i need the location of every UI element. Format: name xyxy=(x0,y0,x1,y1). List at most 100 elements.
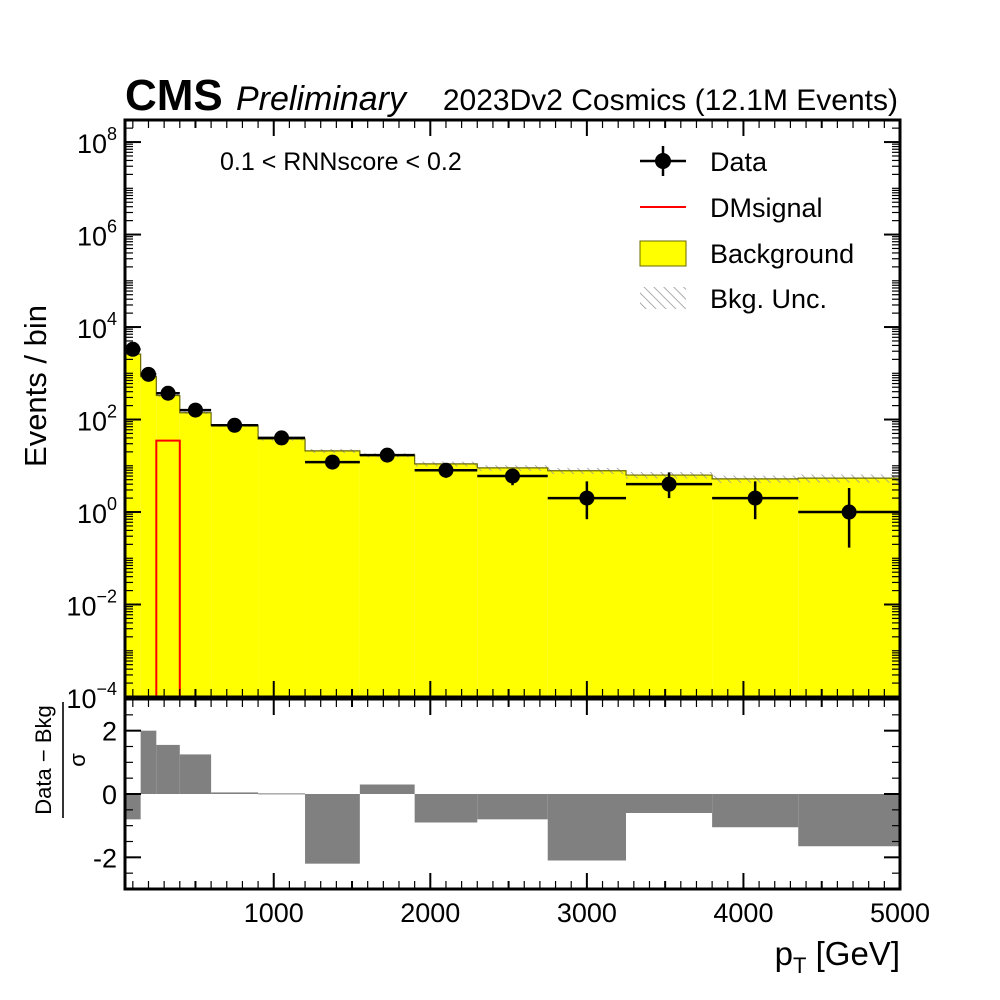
ratio-bar-0 xyxy=(125,794,141,820)
background-bar-2 xyxy=(156,395,180,697)
ratio-ylabel-numerator: Data − Bkg xyxy=(31,705,56,814)
x-axis-label: pT [GeV] xyxy=(775,935,900,978)
background-bar-11 xyxy=(626,475,713,697)
background-bar-6 xyxy=(305,450,360,697)
data-point-7 xyxy=(359,447,415,463)
data-point-4 xyxy=(211,417,259,433)
ratio-ytick-label-2: 2 xyxy=(102,717,117,747)
data-marker-8 xyxy=(438,462,454,478)
data-point-11 xyxy=(626,472,713,499)
background-bar-4 xyxy=(211,425,259,697)
main-ytick-exp-2: 0 xyxy=(107,494,117,514)
main-ytick-exp-1: −2 xyxy=(96,587,117,607)
main-ytick-label-0: 10−4 xyxy=(66,679,117,714)
data-point-8 xyxy=(414,462,478,478)
main-ylabel: Events / bin xyxy=(18,305,53,467)
data-point-6 xyxy=(305,454,360,470)
ratio-bar-11 xyxy=(626,794,713,813)
legend-signal-label: DMsignal xyxy=(710,193,823,223)
xtick-label-1: 2000 xyxy=(400,898,460,928)
main-ytick-exp-4: 4 xyxy=(107,309,117,329)
legend-background-label: Background xyxy=(710,239,854,269)
main-ytick-label-4: 104 xyxy=(77,309,117,344)
ratio-bar-10 xyxy=(547,794,627,861)
data-point-13 xyxy=(798,488,900,548)
background-bar-7 xyxy=(359,455,415,697)
main-ytick-base-3: 10 xyxy=(77,407,107,437)
ratio-bar-9 xyxy=(477,794,548,820)
main-ytick-label-6: 108 xyxy=(77,124,117,159)
background-bar-1 xyxy=(140,376,157,697)
ratio-frame xyxy=(123,697,902,891)
ratio-ylabel: Data − Bkg σ xyxy=(31,702,90,818)
main-ytick-label-5: 106 xyxy=(77,217,117,252)
xtick-label-2: 3000 xyxy=(557,898,617,928)
main-ytick-label-2: 100 xyxy=(77,494,117,529)
data-marker-7 xyxy=(379,447,395,463)
ratio-bar-13 xyxy=(798,794,900,847)
data-marker-4 xyxy=(227,417,243,433)
main-ytick-label-1: 10−2 xyxy=(66,587,117,622)
main-ytick-exp-3: 2 xyxy=(107,402,117,422)
data-marker-6 xyxy=(324,454,340,470)
legend-data-marker xyxy=(640,146,686,176)
data-point-12 xyxy=(712,481,799,520)
legend-unc-marker xyxy=(640,287,686,309)
main-ytick-base-6: 10 xyxy=(77,129,107,159)
data-marker-0 xyxy=(125,341,141,357)
ratio-bar-12 xyxy=(712,794,799,828)
xtick-label-0: 1000 xyxy=(244,898,304,928)
ratio-bar-4 xyxy=(211,792,259,794)
ratio-bar-7 xyxy=(359,784,415,794)
main-ytick-exp-5: 6 xyxy=(107,217,117,237)
x-axis-label-p: p xyxy=(775,935,793,972)
data-point-1 xyxy=(140,366,157,382)
ratio-bar-1 xyxy=(140,730,157,794)
data-point-9 xyxy=(477,468,548,486)
data-marker-5 xyxy=(274,430,290,446)
main-ytick-label-3: 102 xyxy=(77,402,117,437)
data-marker-10 xyxy=(579,490,595,506)
data-marker-2 xyxy=(160,385,176,401)
data-marker-11 xyxy=(661,476,677,492)
ratio-bar-8 xyxy=(414,794,478,823)
data-marker-12 xyxy=(747,490,763,506)
main-plot-area xyxy=(125,341,900,697)
preliminary-label: Preliminary xyxy=(236,80,408,118)
background-outline xyxy=(125,353,900,697)
xtick-label-3: 4000 xyxy=(713,898,773,928)
legend-unc-label: Bkg. Unc. xyxy=(710,284,827,314)
x-axis-label-unit: [GeV] xyxy=(806,935,900,972)
cms-label: CMS xyxy=(125,71,223,120)
main-ytick-exp-6: 8 xyxy=(107,124,117,144)
ratio-ylabel-denominator: σ xyxy=(65,753,90,767)
xtick-label-4: 5000 xyxy=(870,898,930,928)
legend-background-marker xyxy=(639,240,687,267)
legend: Data DMsignal Background Bkg. Unc. xyxy=(639,146,854,314)
main-ytick-base-5: 10 xyxy=(77,222,107,252)
signal-bar xyxy=(155,439,181,697)
ratio-bar-5 xyxy=(258,793,306,795)
ratio-bar-2 xyxy=(156,744,180,794)
data-point-5 xyxy=(258,430,306,446)
background-bar-9 xyxy=(477,467,548,697)
main-ytick-base-1: 10 xyxy=(66,592,96,622)
data-point-10 xyxy=(547,481,627,520)
x-axis-label-sub: T xyxy=(793,953,806,978)
ratio-ytick-label-0: -2 xyxy=(93,843,117,873)
main-ytick-base-2: 10 xyxy=(77,499,107,529)
main-ytick-exp-0: −4 xyxy=(96,679,117,699)
main-ytick-base-4: 10 xyxy=(77,314,107,344)
data-point-2 xyxy=(156,385,180,401)
background-bar-8 xyxy=(414,463,478,697)
data-marker-9 xyxy=(505,468,520,484)
data-point-3 xyxy=(179,402,212,418)
ratio-bar-3 xyxy=(179,754,212,794)
ratio-bar-6 xyxy=(305,794,360,864)
main-ytick-base-0: 10 xyxy=(66,684,96,714)
background-bar-3 xyxy=(179,412,212,697)
data-marker-13 xyxy=(841,504,857,520)
category-label: 0.1 < RNNscore < 0.2 xyxy=(220,148,462,176)
ratio-ytick-label-1: 0 xyxy=(102,780,117,810)
